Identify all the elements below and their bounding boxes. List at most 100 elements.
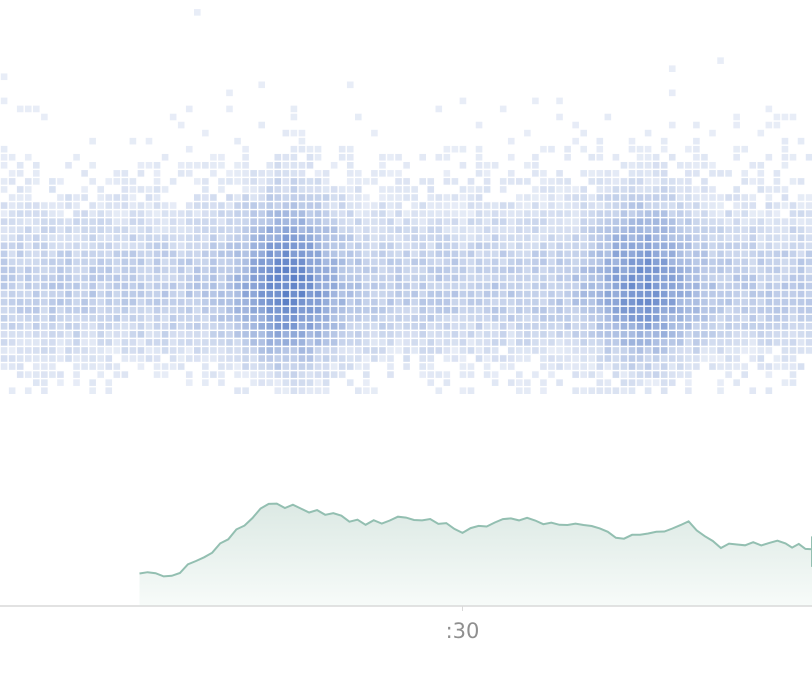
heatmap-cell [387,306,394,314]
heatmap-cell [741,290,748,298]
heatmap-cell [733,234,740,242]
heatmap-cell [765,306,773,314]
heatmap-cell [258,170,265,177]
heatmap-cell [564,282,571,290]
x-tick-label: :30 [446,619,480,643]
heatmap-cell [781,298,789,306]
heatmap-cell [805,282,812,290]
heatmap-cell [121,210,129,217]
heatmap-cell [24,234,32,242]
heatmap-cell [459,355,467,362]
heatmap-cell [467,282,475,290]
heatmap-cell [266,306,274,314]
heatmap-cell [507,306,515,314]
heatmap-cell [153,234,161,242]
heatmap-cell [628,339,636,346]
heatmap-cell [338,250,346,258]
heatmap-cell [314,371,322,378]
heatmap-cell [757,210,765,217]
heatmap-cell [250,250,257,258]
heatmap-cell [789,323,797,330]
heatmap-cell [121,306,129,314]
heatmap-cell [65,242,72,250]
heatmap-cell [805,258,812,266]
heatmap-cell [516,371,523,378]
heatmap-cell [169,363,177,370]
heatmap-cell [57,258,64,266]
heatmap-cell [49,314,56,322]
heatmap-cell [363,371,370,378]
heatmap-cell [57,274,64,282]
heatmap-cell [765,250,773,258]
heatmap-cell [660,226,668,233]
heatmap-cell [346,218,354,225]
heatmap-cell [137,242,145,250]
heatmap-cell [419,226,426,233]
heatmap-cell [660,170,668,177]
heatmap-cell [693,194,700,201]
heatmap-cell [161,282,169,290]
heatmap-cell [805,194,812,201]
heatmap-cell [507,234,515,242]
heatmap-cell [588,387,596,394]
heatmap-cell [668,282,676,290]
heatmap-cell [81,226,88,233]
heatmap-cell [668,234,676,242]
heatmap-cell [49,226,56,233]
heatmap-cell [16,218,24,225]
heatmap-cell [677,323,684,330]
heatmap-cell [693,242,700,250]
heatmap-cell [338,363,346,370]
heatmap-cell [644,274,652,282]
heatmap-cell [797,323,805,330]
heatmap-cell [741,202,748,209]
heatmap-cell [242,306,249,314]
heatmap-cell [475,266,483,274]
heatmap-cell [604,266,612,274]
heatmap-cell [668,178,676,185]
heatmap-cell [789,347,797,354]
heatmap-cell [387,323,394,330]
heatmap-cell [580,218,587,225]
heatmap-cell [363,282,370,290]
heatmap-cell [242,218,249,225]
heatmap-cell [516,347,523,354]
heatmap-cell [330,226,338,233]
heatmap-cell [604,290,612,298]
heatmap-cell [701,178,708,185]
heatmap-cell [338,218,346,225]
heatmap-cell [411,266,418,274]
heatmap-cell [242,323,249,330]
heatmap-cell [435,387,443,394]
heatmap-cell [636,178,644,185]
heatmap-cell [765,290,773,298]
heatmap-cell [258,194,265,201]
heatmap-cell [338,347,346,354]
heatmap-cell [306,282,314,290]
heatmap-cell [355,282,362,290]
heatmap-cell [443,194,451,201]
heatmap-cell [556,355,563,362]
heatmap-cell [532,202,539,209]
heatmap-cell [797,298,805,306]
heatmap-cell [725,323,732,330]
heatmap-cell [459,210,467,217]
heatmap-cell [355,274,362,282]
heatmap-cell [733,306,740,314]
heatmap-cell [145,186,153,193]
heatmap-cell [805,274,812,282]
heatmap-cell [266,226,274,233]
heatmap-cell [290,379,298,386]
heatmap-cell [660,306,668,314]
heatmap-cell [524,379,531,386]
heatmap-cell [73,153,80,161]
heatmap-cell [789,226,797,233]
heatmap-cell [588,282,596,290]
heatmap-cell [8,298,16,306]
heatmap-cell [709,355,716,362]
heatmap-cell [475,162,483,169]
heatmap-cell [443,202,451,209]
heatmap-cell [24,266,32,274]
heatmap-cell [290,282,298,290]
heatmap-cell [218,242,225,250]
